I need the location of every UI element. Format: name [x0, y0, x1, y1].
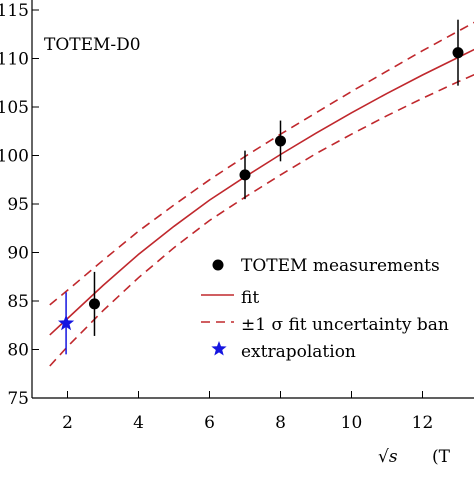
legend-item: extrapolation [211, 341, 356, 362]
y-tick-label: 110 [0, 50, 29, 70]
legend-marker-star [211, 341, 227, 356]
data-point [88, 298, 100, 310]
plot-area [31, 0, 474, 399]
x-tick-label: 8 [275, 413, 286, 433]
legend-item: fit [201, 288, 259, 308]
legend-item: ±1 σ fit uncertainty ban [201, 315, 449, 335]
fit-line [49, 48, 474, 336]
legend-label: TOTEM measurements [241, 256, 440, 276]
extrapolation-star [58, 314, 75, 331]
y-tick-label: 90 [7, 244, 29, 264]
y-tick-label: 115 [0, 1, 29, 21]
uncertainty-band-lower [49, 73, 474, 367]
legend-label: fit [241, 288, 259, 308]
x-axis-title-symbol: √s [378, 447, 398, 467]
y-tick-label: 80 [7, 341, 29, 361]
y-tick-label: 75 [7, 389, 29, 409]
y-tick-label: 95 [7, 195, 29, 215]
chart-annotation: TOTEM-D0 [44, 35, 141, 55]
y-tick-label: 85 [7, 292, 29, 312]
x-tick-label: 2 [62, 413, 73, 433]
data-point [275, 135, 286, 147]
legend-item: TOTEM measurements [212, 256, 440, 276]
x-axis-title: √s (T [378, 447, 451, 467]
data-point [239, 169, 251, 181]
x-tick-label: 10 [341, 413, 363, 433]
x-tick-label: 12 [412, 413, 434, 433]
x-tick-label: 6 [204, 413, 215, 433]
x-tick-label: 4 [133, 413, 144, 433]
x-axis-title-unit: (T [432, 447, 451, 467]
legend-label: extrapolation [241, 342, 356, 362]
y-tick-label: 105 [0, 98, 29, 118]
legend: TOTEM measurements fit ±1 σ fit uncertaint… [201, 256, 449, 362]
legend-label: ±1 σ fit uncertainty ban [241, 315, 449, 335]
uncertainty-band-upper [49, 21, 474, 306]
data-point [452, 47, 464, 59]
y-tick-label: 100 [0, 147, 29, 167]
legend-marker-dot [212, 259, 224, 271]
